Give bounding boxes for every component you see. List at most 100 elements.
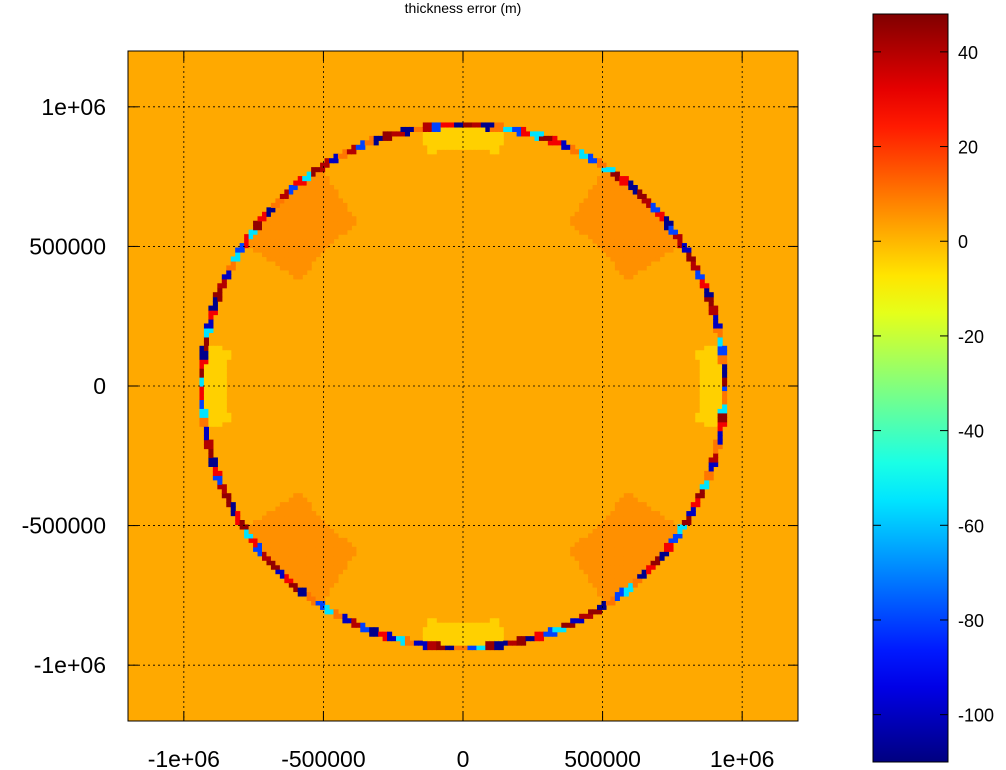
heatmap-cell (655, 520, 661, 526)
heatmap-cell (306, 564, 312, 570)
heatmap-cell (628, 238, 634, 244)
heatmap-cell (342, 618, 348, 624)
heatmap-cell (329, 211, 335, 217)
heatmap-cell (699, 377, 705, 383)
heatmap-cell (302, 252, 308, 258)
heatmap-cell (311, 564, 317, 570)
heatmap-cell (239, 520, 245, 526)
heatmap-cell (253, 238, 259, 244)
heatmap-cell (597, 578, 603, 584)
heatmap-cell (333, 542, 339, 548)
heatmap-cell (628, 524, 634, 530)
heatmap-cell (583, 551, 589, 557)
heatmap-cell (543, 135, 549, 141)
heatmap-cell (333, 546, 339, 552)
heatmap-cell (404, 131, 410, 137)
heatmap-cell (601, 560, 607, 566)
heatmap-cell (324, 211, 330, 217)
heatmap-cell (485, 640, 491, 646)
heatmap-cell (346, 225, 352, 231)
heatmap-cell (623, 265, 629, 271)
heatmap-cell (722, 368, 728, 374)
heatmap-cell (230, 506, 236, 512)
heatmap-cell (632, 220, 638, 226)
heatmap-cell (302, 243, 308, 249)
heatmap-cell (329, 528, 335, 534)
heatmap-cell (329, 238, 335, 244)
heatmap-cell (637, 569, 643, 575)
heatmap-cell (664, 234, 670, 240)
heatmap-cell (632, 193, 638, 199)
heatmap-cell (391, 131, 397, 137)
heatmap-cell (208, 314, 214, 320)
heatmap-cell (346, 149, 352, 155)
heatmap-cell (288, 207, 294, 213)
heatmap-cell (489, 622, 495, 628)
heatmap-cell (270, 555, 276, 561)
heatmap-cell (597, 216, 603, 222)
heatmap-cell (610, 537, 616, 543)
heatmap-cell (699, 359, 705, 365)
heatmap-cell (266, 256, 272, 262)
heatmap-cell (628, 555, 634, 561)
heatmap-cell (449, 645, 455, 651)
heatmap-cell (199, 421, 205, 427)
heatmap-cell (659, 216, 665, 222)
heatmap-cell (333, 207, 339, 213)
heatmap-cell (257, 243, 263, 249)
heatmap-cell (306, 551, 312, 557)
heatmap-cell (333, 573, 339, 579)
heatmap-cell (708, 301, 714, 307)
heatmap-cell (244, 528, 250, 534)
heatmap-cell (619, 506, 625, 512)
heatmap-cell (717, 332, 723, 338)
heatmap-cell (713, 448, 719, 454)
heatmap-cell (226, 274, 232, 280)
heatmap-cell (427, 131, 433, 137)
heatmap-cell (628, 216, 634, 222)
heatmap-cell (463, 131, 469, 137)
heatmap-cell (646, 564, 652, 570)
heatmap-cell (324, 604, 330, 610)
heatmap-cell (253, 528, 259, 534)
heatmap-cell (610, 551, 616, 557)
heatmap-cell (632, 511, 638, 517)
heatmap-cell (279, 238, 285, 244)
heatmap-cell (664, 542, 670, 548)
heatmap-cell (463, 645, 469, 651)
heatmap-cell (632, 578, 638, 584)
heatmap-cell (708, 377, 714, 383)
heatmap-cell (199, 408, 205, 414)
heatmap-cell (315, 555, 321, 561)
heatmap-cell (628, 573, 634, 579)
heatmap-cell (320, 207, 326, 213)
heatmap-cell (311, 595, 317, 601)
heatmap-cell (641, 542, 647, 548)
heatmap-cell (708, 292, 714, 298)
heatmap-cell (623, 587, 629, 593)
heatmap-cell (463, 640, 469, 646)
heatmap-cell (655, 560, 661, 566)
heatmap-cell (583, 211, 589, 217)
heatmap-cell (677, 528, 683, 534)
heatmap-cell (646, 256, 652, 262)
heatmap-cell (324, 524, 330, 530)
heatmap-cell (351, 216, 357, 222)
heatmap-cell (722, 372, 728, 378)
heatmap-cell (655, 546, 661, 552)
heatmap-cell (226, 354, 232, 360)
heatmap-cell (230, 511, 236, 517)
heatmap-cell (601, 211, 607, 217)
heatmap-cell (713, 412, 719, 418)
heatmap-cell (610, 578, 616, 584)
heatmap-cell (664, 524, 670, 530)
heatmap-cell (704, 417, 710, 423)
heatmap-cell (686, 511, 692, 517)
heatmap-cell (628, 511, 634, 517)
heatmap-cell (351, 546, 357, 552)
heatmap-cell (632, 243, 638, 249)
heatmap-cell (284, 520, 290, 526)
heatmap-cell (547, 140, 553, 146)
heatmap-cell (677, 533, 683, 539)
